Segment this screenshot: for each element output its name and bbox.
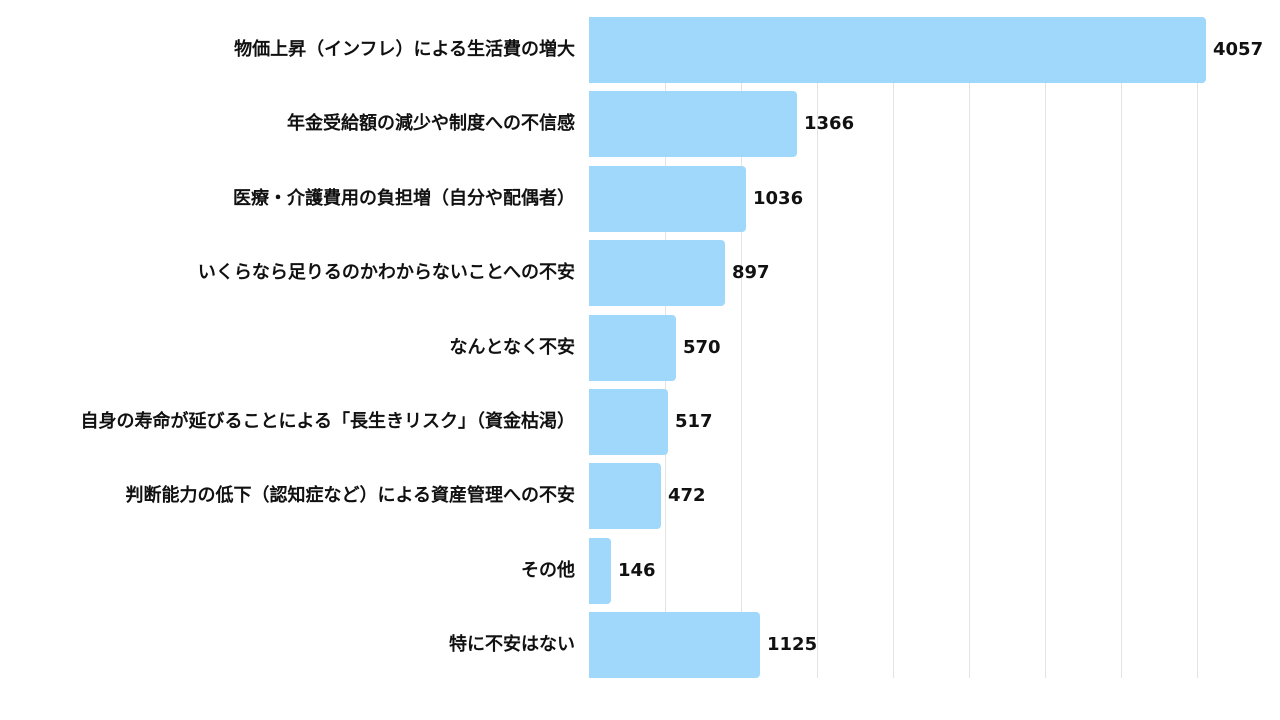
gridline bbox=[817, 83, 818, 678]
bar bbox=[589, 538, 611, 604]
bar bbox=[589, 463, 661, 529]
bar bbox=[589, 91, 797, 157]
value-label: 517 bbox=[675, 411, 713, 432]
bar bbox=[589, 389, 668, 455]
value-label: 472 bbox=[668, 485, 706, 506]
value-label: 1366 bbox=[804, 113, 855, 134]
bar bbox=[589, 240, 725, 306]
category-label: その他 bbox=[521, 560, 575, 581]
gridline bbox=[1121, 83, 1122, 678]
value-label: 146 bbox=[618, 560, 656, 581]
value-label: 897 bbox=[732, 262, 770, 283]
category-label: 物価上昇（インフレ）による生活費の増大 bbox=[234, 39, 575, 60]
value-label: 1036 bbox=[753, 188, 804, 209]
gridline bbox=[741, 83, 742, 678]
category-label: いくらなら足りるのかわからないことへの不安 bbox=[197, 262, 575, 283]
bar bbox=[589, 612, 760, 678]
category-label: 医療・介護費用の負担増（自分や配偶者） bbox=[233, 188, 575, 209]
value-label: 4057 bbox=[1213, 39, 1264, 60]
gridline bbox=[1045, 83, 1046, 678]
gridline bbox=[893, 83, 894, 678]
value-label: 1125 bbox=[767, 634, 818, 655]
category-label: 判断能力の低下（認知症など）による資産管理への不安 bbox=[125, 485, 575, 506]
category-label: 年金受給額の減少や制度への不信感 bbox=[287, 113, 575, 134]
value-label: 570 bbox=[683, 337, 721, 358]
category-label: なんとなく不安 bbox=[449, 337, 575, 358]
category-label: 特に不安はない bbox=[449, 634, 575, 655]
bar bbox=[589, 166, 746, 232]
gridline bbox=[969, 83, 970, 678]
category-label: 自身の寿命が延びることによる「長生きリスク」（資金枯渇） bbox=[80, 411, 575, 432]
bar bbox=[589, 315, 676, 381]
bar bbox=[589, 17, 1206, 83]
gridline bbox=[1197, 83, 1198, 678]
